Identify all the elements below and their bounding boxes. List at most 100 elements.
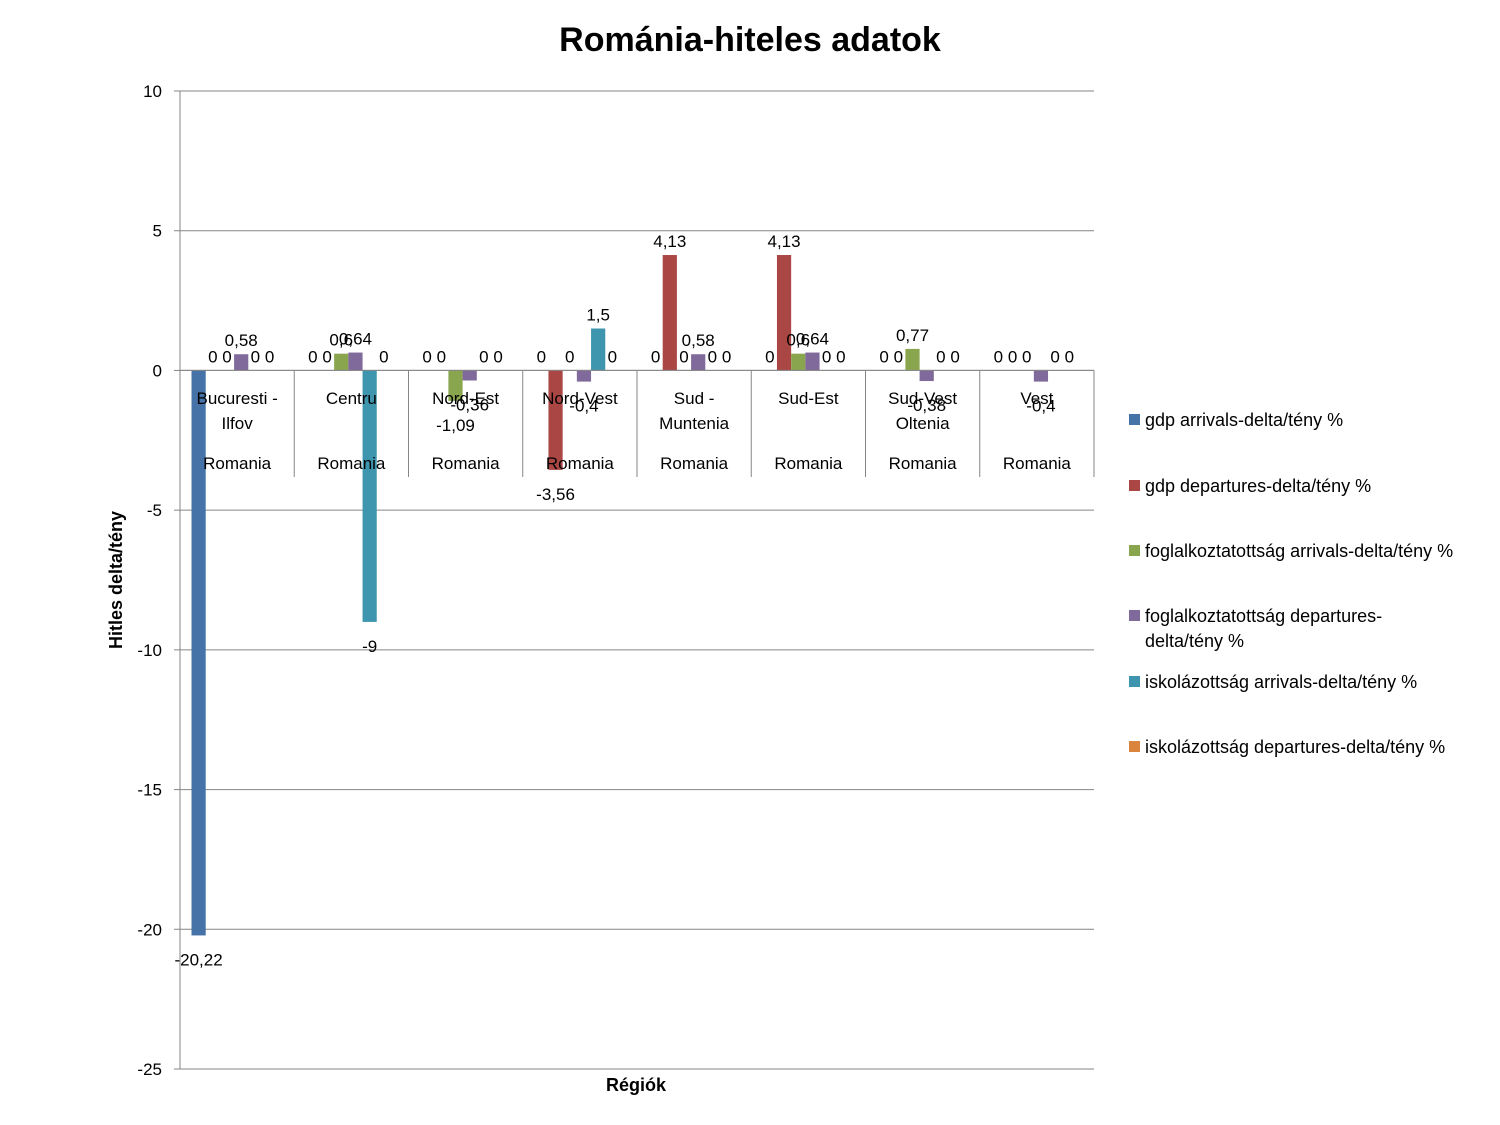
category-label: Sud - [674,389,715,408]
y-tick-label: 0 [153,361,162,380]
bar [348,352,363,371]
category-label: Vest [1020,389,1053,408]
data-label: 0 [936,347,945,366]
data-label: 0 [1008,347,1017,366]
legend-label: foglalkoztatottság arrivals-delta/tény % [1145,541,1453,561]
y-tick-label: -20 [137,920,162,939]
legend-swatch [1129,480,1140,491]
legend-swatch [1129,414,1140,425]
data-label: 0 [493,347,502,366]
data-label: 0,58 [225,331,258,350]
legend-swatch [1129,610,1140,621]
category-label: Nord-Vest [542,389,618,408]
data-label: 0,77 [896,326,929,345]
legend-label: delta/tény % [1145,631,1244,651]
y-tick-label: -10 [137,641,162,660]
data-label: 0,58 [682,331,715,350]
data-label: 0 [708,347,717,366]
y-tick-label: 10 [143,82,162,101]
category-label: Ilfov [222,414,254,433]
data-label: 0,6 [786,331,810,350]
legend-label: iskolázottság departures-delta/tény % [1145,737,1445,757]
data-label: 0 [879,347,888,366]
legend-label: iskolázottság arrivals-delta/tény % [1145,672,1417,692]
data-label: 0 [822,347,831,366]
data-label: 0 [1065,347,1074,366]
data-label: 1,5 [586,306,610,325]
data-label: -0,4 [569,397,598,416]
data-label: 0 [565,347,574,366]
data-label: 0,64 [339,330,372,349]
category-label: Muntenia [659,414,729,433]
category-group-label: Romania [317,454,386,473]
data-label: 0 [1050,347,1059,366]
category-label: Centru [326,389,377,408]
data-label: 0 [265,347,274,366]
data-label: -9 [362,637,377,656]
x-axis: Bucuresti - Ilfov Romania Centru Romania Nord… [179,369,1095,477]
data-label: 0,6 [329,331,353,350]
x-axis-title: Régiók [606,1075,667,1095]
data-label: 0 [208,347,217,366]
bars [191,255,1049,936]
data-label: 0 [251,347,260,366]
legend: gdp arrivals-delta/tény % gdp departures-… [1129,410,1453,757]
category-label: Sud-Est [778,389,839,408]
data-label: 0 [222,347,231,366]
category-group-label: Romania [1003,454,1072,473]
data-label: 0 [765,347,774,366]
bar [448,370,463,401]
data-label: 0 [608,347,617,366]
data-label: 0 [1022,347,1031,366]
data-label: 0 [322,347,331,366]
data-label: 0 [437,347,446,366]
bar [1033,370,1049,382]
bar [691,354,706,371]
data-label: 0 [950,347,959,366]
y-tick-label: -5 [147,501,162,520]
data-label: -20,22 [174,950,222,969]
data-label: 0 [479,347,488,366]
y-tick-label: -25 [137,1060,162,1079]
data-label: 4,13 [653,232,686,251]
category-label: Bucuresti - [197,389,278,408]
data-label: 0 [537,347,546,366]
data-label: 0 [422,347,431,366]
legend-swatch [1129,676,1140,687]
bar [462,370,477,381]
bar [805,352,820,371]
bar [234,354,249,371]
data-labels: -20,220 0 0 0 0 0 00 0 0-3,564,13 4,130 000,6-1,09… [174,232,1074,969]
data-label: 0 [651,347,660,366]
category-label: Sud-Vest [888,389,957,408]
y-axis-title: Hitles delta/tény [106,511,126,649]
data-label: 0 [722,347,731,366]
y-tick-label: 5 [153,222,162,241]
data-label: -1,09 [436,416,475,435]
data-label: 0 [379,347,388,366]
chart-title: Románia-hiteles adatok [559,21,941,59]
data-label: 0 [994,347,1003,366]
bar [776,255,792,371]
category-group-label: Romania [432,454,501,473]
data-label: 0 [836,347,845,366]
data-label: 0,64 [796,330,829,349]
data-label: 0 [679,347,688,366]
category-group-label: Romania [889,454,958,473]
data-label: 0 [308,347,317,366]
bar [334,353,349,371]
legend-label: gdp arrivals-delta/tény % [1145,410,1343,430]
bar [919,370,934,382]
bar [905,348,920,371]
category-label: Oltenia [896,414,950,433]
category-group-label: Romania [774,454,843,473]
bar [662,255,677,371]
category-label: Nord-Est [432,389,499,408]
legend-swatch [1129,741,1140,752]
data-label: -3,56 [536,485,575,504]
data-label: -0,4 [1026,397,1055,416]
gridlines [180,90,1094,1070]
legend-label: gdp departures-delta/tény % [1145,476,1371,496]
y-tick-label: -15 [137,781,162,800]
